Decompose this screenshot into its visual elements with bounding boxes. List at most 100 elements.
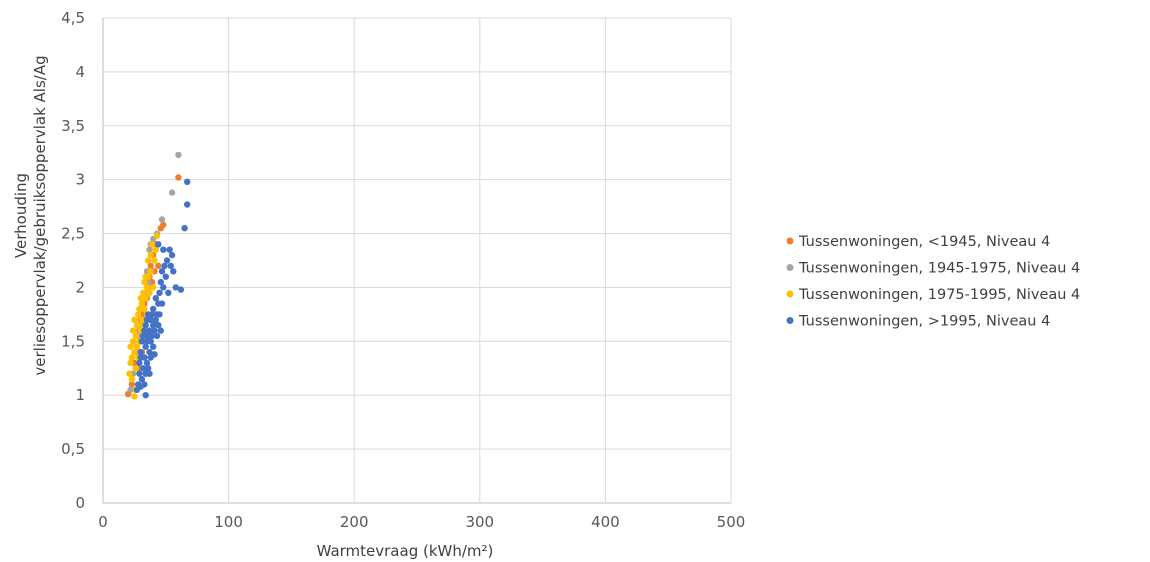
data-point <box>136 305 143 313</box>
y-axis-title-line-2: verliesoppervlak/gebruiksoppervlak Als/A… <box>31 55 49 375</box>
y-tick-label: 1,5 <box>61 332 85 350</box>
data-point <box>165 289 172 296</box>
data-point <box>161 262 168 270</box>
legend-label: Tussenwoningen, 1975-1995, Niveau 4 <box>798 287 1080 303</box>
data-point <box>172 284 179 291</box>
data-point <box>127 359 134 367</box>
data-point <box>142 343 149 350</box>
data-point <box>131 393 138 400</box>
data-point <box>158 216 166 223</box>
data-point <box>150 322 157 329</box>
data-point <box>129 327 137 334</box>
data-point <box>142 295 149 302</box>
legend-label: Tussenwoningen, 1945-1975, Niveau 4 <box>798 261 1080 277</box>
data-point <box>136 359 143 367</box>
x-tick-label: 300 <box>465 513 494 531</box>
y-tick-label: 1 <box>75 386 85 404</box>
legend-marker <box>786 237 794 245</box>
legend-marker <box>786 317 794 324</box>
data-point <box>147 338 154 345</box>
data-point <box>143 284 151 291</box>
data-point <box>155 241 162 248</box>
data-point <box>141 278 148 286</box>
x-tick-label: 400 <box>591 513 620 531</box>
data-point <box>162 273 169 280</box>
y-tick-label: 3 <box>75 171 85 189</box>
y-tick-label: 0,5 <box>61 440 85 458</box>
data-point <box>168 251 176 259</box>
data-point <box>146 246 153 253</box>
chart-legend: Tussenwoningen, <1945, Niveau 4 Tussenwon… <box>786 234 1080 330</box>
data-point <box>148 332 156 340</box>
data-point <box>184 201 191 208</box>
data-point <box>145 365 152 372</box>
legend-label: Tussenwoningen, >1995, Niveau 4 <box>798 314 1050 330</box>
y-tick-label: 4 <box>75 63 85 81</box>
data-point <box>166 246 173 253</box>
legend-marker <box>786 264 794 271</box>
data-point <box>138 300 146 307</box>
data-point <box>136 370 143 377</box>
data-point <box>140 289 147 296</box>
data-point <box>146 289 153 296</box>
data-point <box>132 365 139 372</box>
data-point <box>129 338 137 345</box>
data-point <box>150 305 157 313</box>
data-point <box>142 322 149 329</box>
data-point <box>146 327 153 334</box>
data-point <box>150 284 157 291</box>
legend-label: Tussenwoningen, <1945, Niveau 4 <box>798 234 1050 250</box>
data-point <box>168 189 176 196</box>
data-point <box>160 221 167 229</box>
y-axis-title-line-1: Verhouding <box>12 173 30 258</box>
data-point <box>137 354 144 361</box>
data-point <box>181 225 188 232</box>
data-point <box>147 316 154 323</box>
data-point <box>156 311 163 318</box>
data-point <box>152 295 159 302</box>
data-point <box>160 246 167 253</box>
data-point <box>184 178 191 185</box>
x-axis-ticks: 0 100 200 300 400 500 <box>98 513 745 531</box>
data-point <box>146 370 153 377</box>
data-point <box>143 359 151 367</box>
data-point <box>141 327 148 334</box>
data-point <box>167 262 174 270</box>
data-point <box>128 354 136 361</box>
data-point <box>132 332 139 340</box>
data-point <box>157 327 164 334</box>
data-point <box>153 332 161 340</box>
data-point <box>131 316 138 323</box>
data-point <box>138 338 146 345</box>
data-points <box>124 151 191 400</box>
data-point <box>152 246 159 253</box>
x-axis-title: Warmtevraag (kWh/m²) <box>317 542 494 560</box>
data-point <box>158 268 166 275</box>
x-tick-label: 100 <box>214 513 243 531</box>
data-point <box>138 316 146 323</box>
y-tick-label: 4,5 <box>61 9 85 27</box>
data-point <box>127 386 134 393</box>
data-point <box>128 381 136 388</box>
data-point <box>147 262 154 270</box>
data-point <box>126 370 133 377</box>
data-point <box>175 151 182 159</box>
x-tick-label: 500 <box>717 513 746 531</box>
data-point <box>177 286 185 293</box>
data-point <box>142 392 149 399</box>
data-point <box>140 332 147 340</box>
data-point <box>158 300 166 307</box>
data-point <box>153 232 161 239</box>
y-axis-title: Verhouding verliesoppervlak/gebruiksoppe… <box>12 55 49 375</box>
data-point <box>135 311 142 318</box>
data-point <box>133 343 141 350</box>
x-tick-label: 200 <box>340 513 369 531</box>
data-point <box>141 381 148 388</box>
data-point <box>145 273 152 280</box>
data-point <box>151 257 158 264</box>
data-point <box>148 311 156 318</box>
y-tick-label: 3,5 <box>61 117 85 135</box>
data-point <box>131 348 138 356</box>
data-point <box>151 327 158 334</box>
data-point <box>145 257 152 264</box>
